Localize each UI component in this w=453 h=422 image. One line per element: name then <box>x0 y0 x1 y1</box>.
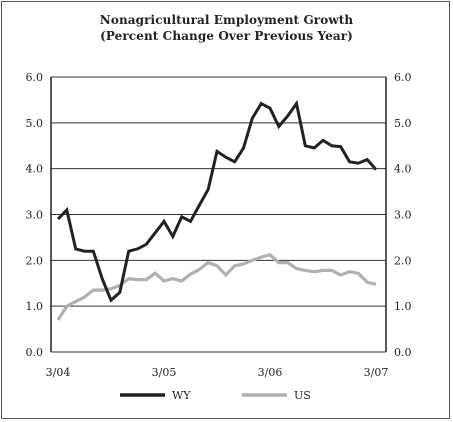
x-tick-label: 3/06 <box>258 366 283 379</box>
y-tick-label-right: 3.0 <box>394 209 412 222</box>
y-tick-label-left: 5.0 <box>26 117 44 130</box>
axes <box>50 77 387 352</box>
y-tick-label-right: 4.0 <box>394 163 412 176</box>
x-tick-label: 3/04 <box>46 366 71 379</box>
x-tick-label: 3/07 <box>364 366 389 379</box>
y-tick-label-right: 5.0 <box>394 117 412 130</box>
gridlines <box>51 76 386 353</box>
y-tick-label-left: 6.0 <box>26 71 44 84</box>
y-tick-label-right: 1.0 <box>394 300 412 313</box>
series-line-us <box>56 253 377 321</box>
y-axis-right: 0.0 1.0 2.0 3.0 4.0 5.0 6.0 <box>394 71 412 359</box>
y-tick-label-left: 2.0 <box>26 254 44 267</box>
series-lines <box>56 99 378 321</box>
x-tick-label: 3/05 <box>152 366 177 379</box>
y-tick-label-right: 2.0 <box>394 254 412 267</box>
y-tick-label-left: 0.0 <box>26 346 44 359</box>
y-tick-label-left: 1.0 <box>26 300 44 313</box>
y-tick-label-right: 6.0 <box>394 71 412 84</box>
chart-subtitle: (Percent Change Over Previous Year) <box>100 29 353 43</box>
legend: WY US <box>120 389 311 402</box>
legend-label-wy: WY <box>172 389 191 402</box>
series-line-wy <box>56 99 378 303</box>
y-tick-label-left: 3.0 <box>26 209 44 222</box>
x-axis: 3/04 3/05 3/06 3/07 <box>46 366 389 379</box>
y-tick-label-left: 4.0 <box>26 163 44 176</box>
chart-title: Nonagricultural Employment Growth <box>99 13 354 27</box>
y-axis-left: 0.0 1.0 2.0 3.0 4.0 5.0 6.0 <box>26 71 44 359</box>
y-tick-label-right: 0.0 <box>394 346 412 359</box>
legend-label-us: US <box>294 389 311 402</box>
